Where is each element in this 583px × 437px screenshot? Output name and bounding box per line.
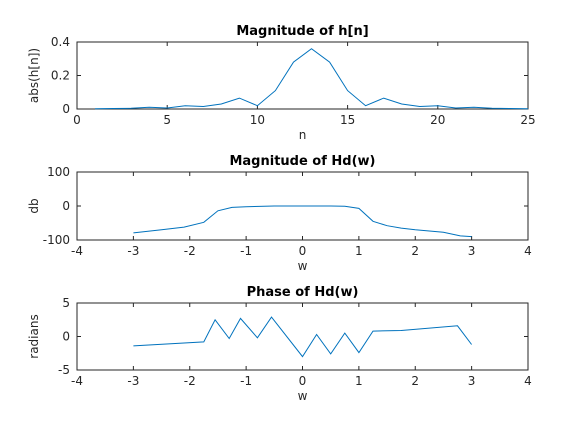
y-tick-label: 100 <box>47 165 70 179</box>
x-tick-label: 3 <box>468 244 476 258</box>
x-tick-label: -3 <box>127 244 139 258</box>
x-tick-label: -2 <box>184 244 196 258</box>
x-tick-label: 0 <box>299 244 307 258</box>
x-tick-label: 4 <box>524 244 532 258</box>
x-tick-label: -1 <box>240 244 252 258</box>
y-axis-label: radians <box>27 314 41 358</box>
chart-panel-2: -4 -3 -2 -1 0 1 2 3 4 -100 0 100 Magnitude of Hd(w) w… <box>27 154 532 273</box>
x-tick-label: 0 <box>73 113 81 127</box>
y-tick-label: 5 <box>62 296 70 310</box>
x-tick-label: -1 <box>240 374 252 388</box>
y-tick-label: 0.4 <box>51 35 70 49</box>
chart-title: Magnitude of h[n] <box>236 24 368 39</box>
chart-title: Magnitude of Hd(w) <box>229 154 375 169</box>
y-axis-label: db <box>27 198 41 213</box>
chart-panel-3: -4 -3 -2 -1 0 1 2 3 4 -5 0 5 Phase of Hd(w) w radians <box>27 285 532 403</box>
x-axis-label: w <box>298 259 308 273</box>
x-tick-label: 20 <box>430 113 445 127</box>
x-tick-label: 2 <box>411 374 419 388</box>
x-tick-label: 4 <box>524 374 532 388</box>
x-tick-label: 3 <box>468 374 476 388</box>
y-tick-label: -5 <box>58 363 70 377</box>
y-axis-label: abs(h[n]) <box>27 48 41 103</box>
x-tick-label: 15 <box>340 113 355 127</box>
y-tick-label: 0 <box>62 199 70 213</box>
axes-box <box>76 41 529 110</box>
x-tick-label: -4 <box>71 244 83 258</box>
axes-box <box>76 302 529 371</box>
chart-title: Phase of Hd(w) <box>247 285 359 300</box>
x-tick-label: 10 <box>250 113 265 127</box>
chart-panel-1: 0 5 10 15 20 25 0 0.2 0.4 Magnitude of h[n] n abs(h… <box>27 24 536 142</box>
x-tick-label: 1 <box>355 374 363 388</box>
x-tick-label: 25 <box>520 113 535 127</box>
x-tick-label: -3 <box>127 374 139 388</box>
y-tick-label: 0 <box>62 102 70 116</box>
x-axis-label: n <box>299 128 307 142</box>
x-tick-label: -4 <box>71 374 83 388</box>
x-tick-label: -2 <box>184 374 196 388</box>
series-line <box>94 48 529 110</box>
x-tick-label: 0 <box>299 374 307 388</box>
x-tick-label: 5 <box>163 113 171 127</box>
x-axis-label: w <box>298 389 308 403</box>
series-line <box>133 205 472 238</box>
y-tick-label: 0.2 <box>51 69 70 83</box>
series-line <box>133 316 472 358</box>
x-tick-label: 2 <box>411 244 419 258</box>
x-tick-label: 1 <box>355 244 363 258</box>
y-tick-label: 0 <box>62 330 70 344</box>
y-tick-label: -100 <box>43 233 70 247</box>
